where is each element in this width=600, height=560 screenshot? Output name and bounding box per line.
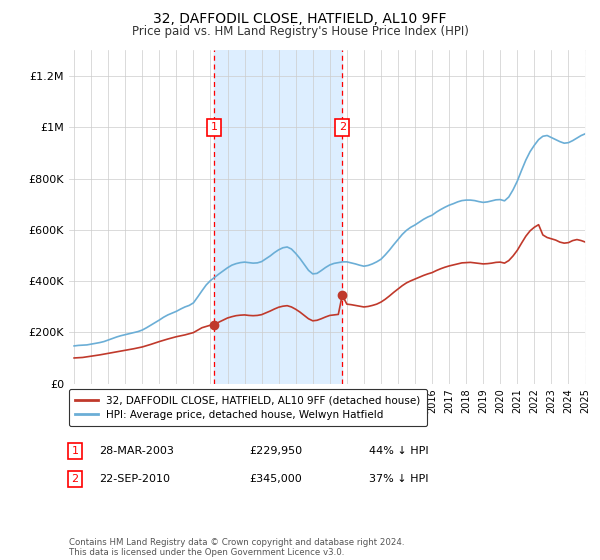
Text: Contains HM Land Registry data © Crown copyright and database right 2024.
This d: Contains HM Land Registry data © Crown c… bbox=[69, 538, 404, 557]
Bar bbox=[586, 50, 594, 384]
Text: £229,950: £229,950 bbox=[249, 446, 302, 456]
Legend: 32, DAFFODIL CLOSE, HATFIELD, AL10 9FF (detached house), HPI: Average price, det: 32, DAFFODIL CLOSE, HATFIELD, AL10 9FF (… bbox=[69, 389, 427, 426]
Text: 1: 1 bbox=[71, 446, 79, 456]
Text: 22-SEP-2010: 22-SEP-2010 bbox=[99, 474, 170, 484]
Text: Price paid vs. HM Land Registry's House Price Index (HPI): Price paid vs. HM Land Registry's House … bbox=[131, 25, 469, 38]
Text: 32, DAFFODIL CLOSE, HATFIELD, AL10 9FF: 32, DAFFODIL CLOSE, HATFIELD, AL10 9FF bbox=[153, 12, 447, 26]
Bar bbox=[214, 50, 342, 384]
Text: £345,000: £345,000 bbox=[249, 474, 302, 484]
Text: 37% ↓ HPI: 37% ↓ HPI bbox=[369, 474, 428, 484]
Text: 44% ↓ HPI: 44% ↓ HPI bbox=[369, 446, 428, 456]
Text: 28-MAR-2003: 28-MAR-2003 bbox=[99, 446, 174, 456]
Text: 1: 1 bbox=[211, 122, 218, 132]
Text: 2: 2 bbox=[338, 122, 346, 132]
Text: 2: 2 bbox=[71, 474, 79, 484]
